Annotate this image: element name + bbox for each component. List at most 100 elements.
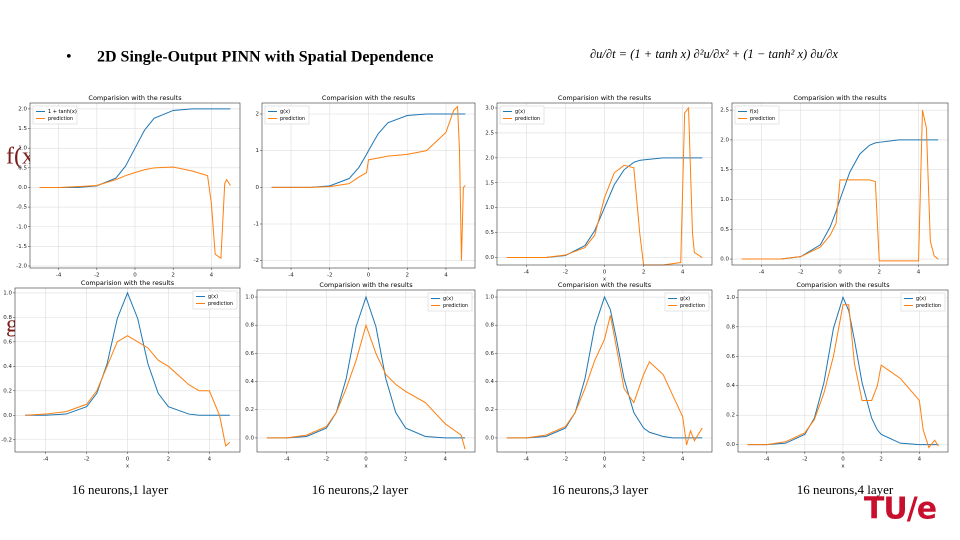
- line-series: [741, 110, 939, 262]
- x-tick-label: 4: [444, 273, 448, 279]
- y-tick-label: 2.0: [720, 137, 729, 143]
- line-series: [25, 291, 230, 416]
- legend-label: prediction: [750, 116, 775, 122]
- x-tick-label: 0: [126, 457, 130, 463]
- line-series: [747, 304, 939, 449]
- x-tick-label: 2: [642, 457, 646, 463]
- equation: ∂u/∂t = (1 + tanh x) ∂²u/∂x² + (1 − tanh…: [590, 47, 838, 61]
- x-axis-label: x: [603, 277, 607, 283]
- legend-box: [900, 292, 946, 312]
- axes-frame: [737, 289, 949, 453]
- legend-label: g(x): [515, 109, 525, 115]
- axes-frame: [261, 102, 476, 269]
- x-tick-label: -4: [56, 273, 62, 279]
- legend-box: [32, 105, 78, 125]
- slide-title: 2D Single-Output PINN with Spatial Depen…: [97, 49, 433, 66]
- axes-frame: [496, 102, 713, 266]
- x-tick-label: 0: [841, 457, 845, 463]
- legend-label: f(x): [750, 109, 759, 115]
- legend-box: [264, 105, 310, 125]
- x-tick-label: 2: [405, 273, 409, 279]
- chart-title: Comparision with the results: [81, 279, 175, 287]
- x-tick-label: -4: [288, 273, 294, 279]
- legend-box: [499, 105, 545, 125]
- x-axis-label: x: [603, 464, 607, 470]
- y-tick-label: 1.0: [18, 146, 27, 152]
- y-tick-label: 2.0: [485, 155, 494, 161]
- x-tick-label: 4: [681, 270, 685, 276]
- y-tick-label: 0.0: [485, 255, 494, 261]
- chart-title: Comparision with the results: [796, 281, 890, 289]
- line-series: [506, 106, 703, 266]
- x-tick-label: 0: [133, 273, 137, 279]
- legend-label: g(x): [916, 296, 926, 302]
- legend-label: g(x): [280, 109, 290, 115]
- legend-label: g(x): [443, 296, 453, 302]
- chart: Comparision with the results -4 -2 0 2 4 -2.0 -…: [16, 94, 241, 279]
- x-tick-label: 4: [444, 457, 448, 463]
- legend-label: 1 + tanh(x): [48, 109, 77, 115]
- y-tick-label: 0.2: [485, 407, 494, 413]
- chart: Comparision with the results -4 -2 0 2 4 -2 -1 0…: [254, 94, 476, 279]
- line-series: [39, 166, 231, 260]
- x-tick-label: 0: [838, 270, 842, 276]
- y-tick-label: 1.0: [485, 295, 494, 301]
- line-series: [271, 105, 466, 261]
- y-tick-label: 0.8: [485, 323, 494, 329]
- x-tick-label: -2: [563, 270, 568, 276]
- x-tick-label: 0: [364, 457, 368, 463]
- y-tick-label: -1.5: [16, 244, 27, 250]
- y-tick-label: 0.8: [726, 324, 735, 330]
- caption: 16 neurons,4 layer: [797, 482, 894, 497]
- y-tick-label: 0.2: [726, 413, 735, 419]
- legend-label: g(x): [680, 296, 690, 302]
- y-tick-label: 0.6: [726, 354, 735, 360]
- legend-box: [192, 290, 238, 310]
- caption: 16 neurons,3 layer: [552, 482, 649, 497]
- y-tick-label: 0.5: [485, 230, 494, 236]
- x-tick-label: 4: [210, 273, 214, 279]
- chart: Comparision with the results -4 -2 0 2 4 0.0 0.…: [726, 281, 949, 470]
- bullet: •: [66, 49, 72, 66]
- y-tick-label: 0.4: [3, 364, 12, 370]
- legend-label: prediction: [208, 301, 233, 307]
- line-series: [266, 295, 466, 439]
- legend-label: prediction: [916, 303, 941, 309]
- legend-label: g(x): [208, 294, 218, 300]
- legend-label: prediction: [280, 116, 305, 122]
- legend-label: prediction: [443, 303, 468, 309]
- chart-title: Comparision with the results: [88, 94, 182, 102]
- line-series: [747, 295, 939, 446]
- y-tick-label: -0.2: [1, 437, 12, 443]
- y-tick-label: 1.0: [485, 205, 494, 211]
- caption: 16 neurons,2 layer: [312, 482, 409, 497]
- y-tick-label: -2: [254, 258, 259, 264]
- legend-box: [427, 292, 473, 312]
- x-tick-label: 4: [917, 270, 921, 276]
- y-tick-label: 1.0: [720, 197, 729, 203]
- y-tick-label: 0.4: [245, 379, 254, 385]
- axes-frame: [256, 289, 476, 453]
- x-tick-label: -4: [43, 457, 49, 463]
- x-tick-label: -4: [764, 457, 770, 463]
- x-tick-label: -4: [284, 457, 290, 463]
- x-tick-label: -2: [798, 270, 803, 276]
- y-tick-label: 3.0: [485, 105, 494, 111]
- line-series: [25, 335, 231, 447]
- y-tick-label: 0.8: [3, 315, 12, 321]
- x-tick-label: -4: [524, 457, 530, 463]
- legend-label: prediction: [48, 116, 73, 122]
- x-tick-label: 2: [878, 270, 882, 276]
- line-series: [271, 113, 466, 188]
- x-tick-label: -2: [327, 273, 332, 279]
- line-series: [506, 315, 703, 446]
- x-tick-label: 2: [167, 457, 171, 463]
- chart: Comparision with the results -4 -2 0 2 4 0.0 0.…: [485, 281, 713, 470]
- y-tick-label: 0.0: [726, 442, 735, 448]
- chart: Comparision with the results -4 -2 0 2 4 0.0 0.…: [485, 94, 713, 283]
- y-tick-label: 0.2: [3, 388, 12, 394]
- y-tick-label: 2.5: [720, 108, 729, 114]
- y-tick-label: 0.6: [3, 339, 12, 345]
- y-tick-label: 1.5: [485, 180, 494, 186]
